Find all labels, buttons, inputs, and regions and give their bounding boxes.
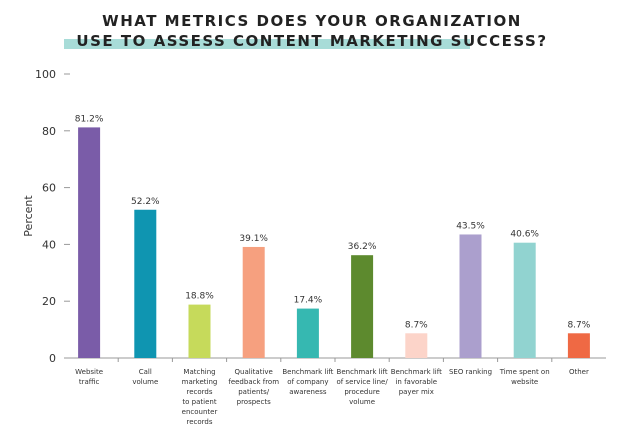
data-label: 8.7% [405, 320, 428, 330]
x-tick-label: Benchmark lift [282, 368, 333, 376]
x-tick-label: Website [75, 368, 103, 376]
title-highlight [64, 39, 470, 49]
chart-title-line1: WHAT METRICS DOES YOUR ORGANIZATION [102, 12, 522, 30]
x-tick-label: marketing [182, 378, 218, 386]
y-axis-label: Percent [22, 195, 35, 237]
x-tick-label: Time spent on [499, 368, 550, 376]
x-tick-label: to patient [182, 398, 216, 406]
bar [351, 255, 374, 358]
x-tick-label: records [186, 388, 212, 396]
x-tick-label: website [511, 378, 538, 386]
x-tick-label: Benchmark lift [391, 368, 442, 376]
x-tick-label: traffic [79, 378, 100, 386]
x-tick-label: Other [569, 368, 589, 376]
bar [242, 246, 265, 358]
bar [134, 209, 157, 358]
data-label: 36.2% [348, 242, 377, 252]
data-label: 17.4% [294, 296, 323, 306]
y-tick-label: 80 [42, 125, 56, 138]
bar [459, 234, 482, 358]
x-tick-label: Benchmark lift [337, 368, 388, 376]
data-label: 40.6% [510, 230, 539, 240]
data-label: 8.7% [567, 320, 590, 330]
bar [405, 333, 428, 358]
x-tick-label: Call [139, 368, 152, 376]
data-label: 52.2% [131, 197, 160, 207]
x-tick-label: volume [349, 398, 375, 406]
x-tick-label: SEO ranking [449, 368, 492, 376]
x-tick-label: prospects [237, 398, 271, 406]
x-tick-label: volume [132, 378, 158, 386]
data-label: 43.5% [456, 221, 485, 231]
y-tick-label: 40 [42, 238, 56, 251]
data-label: 39.1% [239, 234, 268, 244]
x-tick-label: procedure [344, 388, 380, 396]
data-label: 81.2% [75, 114, 104, 124]
x-tick-label: of company [287, 378, 328, 386]
x-tick-label: in favorable [395, 378, 437, 386]
y-tick-label: 60 [42, 182, 56, 195]
bar [78, 127, 101, 358]
x-tick-label: records [186, 418, 212, 426]
x-tick-label: Matching [183, 368, 215, 376]
x-tick-label: Qualitative [235, 368, 273, 376]
x-tick-label: patients/ [238, 388, 270, 396]
x-tick-label: feedback from [228, 378, 279, 386]
x-tick-label: awareness [289, 388, 327, 396]
bar [567, 333, 590, 358]
y-tick-label: 20 [42, 295, 56, 308]
bar [513, 242, 536, 358]
y-tick-label: 0 [49, 352, 56, 365]
chart-title-line2: USE TO ASSESS CONTENT MARKETING SUCCESS? [76, 32, 548, 50]
x-tick-label: of service line/ [336, 378, 388, 386]
y-tick-label: 100 [35, 68, 56, 81]
bar [188, 304, 211, 358]
bar [296, 308, 319, 358]
x-tick-label: payer mix [399, 388, 434, 396]
x-tick-label: encounter [182, 408, 218, 416]
data-label: 18.8% [185, 292, 214, 302]
